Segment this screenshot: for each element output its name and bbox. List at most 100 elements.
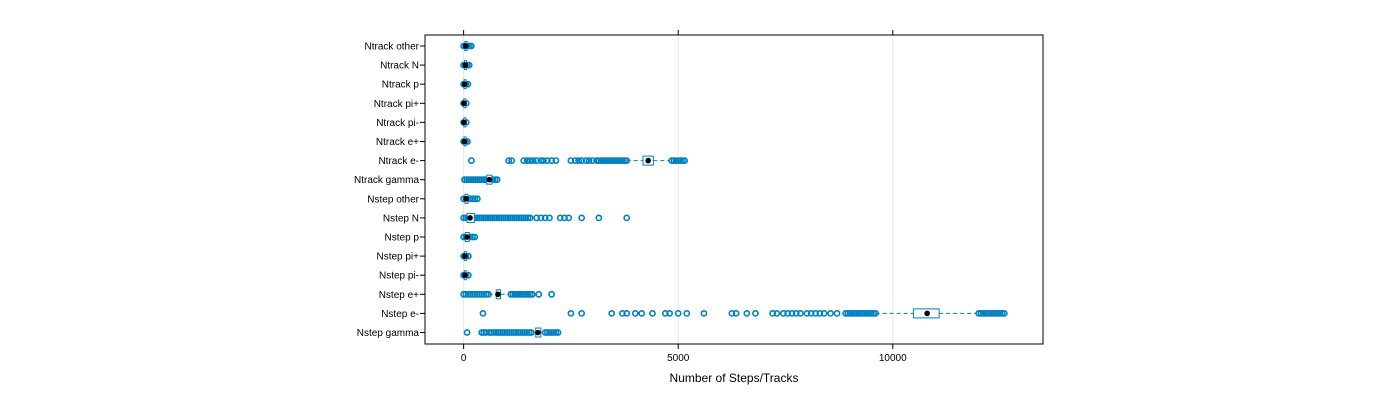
tick-label: 5000 [667,353,690,364]
tick-label: 0 [461,353,467,364]
outlier-point [473,195,481,203]
outlier-point [631,309,639,317]
outlier-point [479,309,487,317]
outlier-point [467,42,475,50]
median-dot [462,62,469,68]
outlier-point [872,309,880,317]
outlier-point [638,309,646,317]
category-label: Nstep pi- [379,271,419,282]
median-dot [462,43,469,49]
box-ntrack-e- [467,155,689,166]
category-label: Ntrack pi- [376,118,419,129]
outlier-point [623,214,631,222]
outlier-point [700,309,708,317]
outlier-point [505,157,513,164]
box-nstep-n [460,212,631,223]
outlier-point [595,214,603,222]
outlier-point [567,309,575,317]
median-dot [464,234,470,240]
outlier-point [565,214,573,222]
outlier-point [578,309,586,317]
outlier-point [533,214,540,222]
median-dot [462,253,468,259]
outlier-point [792,309,800,317]
outlier-point [623,157,631,164]
box-ntrack-e- [460,136,471,147]
outlier-point [769,309,777,317]
category-label: Nstep other [367,194,419,205]
box-nstep-other [460,193,481,204]
outlier-point [779,309,787,317]
outlier-point [743,309,751,317]
outlier-point [567,157,575,164]
category-axis: Ntrack other Ntrack N Ntrack p Ntrack pi+ Nt… [354,42,425,339]
outlier-point [537,214,545,222]
median-dot [645,157,651,164]
outlier-point [548,157,556,164]
plot-frame [424,34,1044,345]
outlier-point [681,157,689,164]
median-dot [461,138,468,145]
median-dot [463,196,470,202]
outlier-point [540,157,547,164]
outlier-point [546,214,553,222]
box-nstep-gamma [463,327,562,338]
outlier-point [812,309,819,317]
outlier-point [728,309,736,317]
category-label: Nstep N [383,213,419,224]
outlier-point [471,195,479,203]
box-ntrack-other [460,41,475,51]
outlier-point [485,290,492,298]
outlier-point [537,157,545,164]
outlier-point [541,214,549,222]
box-nstep-e- [479,308,1008,319]
outlier-point [752,309,759,317]
outlier-point [807,309,815,317]
category-label: Ntrack e- [378,156,419,167]
outlier-point [482,329,490,336]
box-ntrack-pi- [460,98,470,109]
outlier-point [683,309,691,317]
x-axis: 0 5000 10000 [461,30,907,364]
outlier-point [582,157,590,164]
outlier-point [520,157,528,164]
category-label: Ntrack gamma [354,175,419,186]
plot-area [460,41,1008,338]
box-ntrack-n [460,60,473,71]
outlier-point [797,309,804,317]
outlier-point [585,157,593,164]
x-axis-title: Number of Steps/Tracks [670,371,799,385]
outlier-point [529,157,537,164]
median-dot [495,291,501,298]
box-nstep-pi- [460,251,472,262]
category-label: Nstep p [385,233,420,244]
outlier-point [482,290,490,298]
tick-label: 10000 [879,353,907,364]
outlier-point [528,329,535,336]
outlier-point [467,157,475,164]
category-label: Nstep e- [381,309,419,320]
outlier-point [535,290,543,298]
category-label: Nstep gamma [357,328,420,339]
box-nstep-pi- [460,270,472,281]
outlier-point [493,176,501,184]
outlier-point [463,329,471,336]
outlier-point [827,309,834,317]
outlier-point [552,157,560,164]
outlier-point [833,309,841,317]
category-label: Ntrack pi+ [374,99,419,110]
outlier-point [578,214,586,222]
outlier-point [561,214,568,222]
outlier-point [649,309,656,317]
median-dot [461,119,467,126]
category-label: Ntrack other [365,42,420,53]
outlier-point [1000,309,1008,317]
outlier-point [674,309,682,317]
median-dot [461,81,468,87]
outlier-point [623,309,631,317]
outlier-point [508,157,516,164]
outlier-point [816,309,824,317]
outlier-point [525,329,533,336]
box-ntrack-pi- [460,117,470,128]
outlier-point [469,233,476,241]
